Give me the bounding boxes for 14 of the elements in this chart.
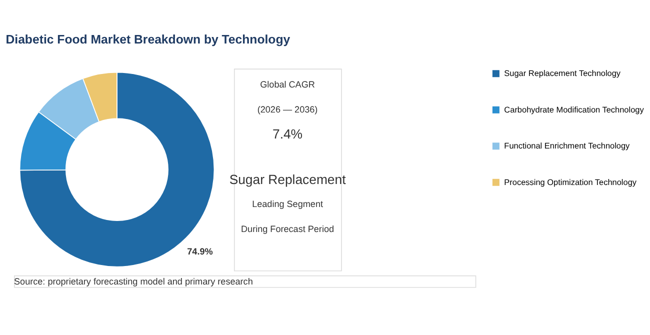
text: Leading Segment <box>252 199 324 210</box>
legend-label: Processing Optimization Technology <box>504 178 638 187</box>
legend-label: Carbohydrate Modification Technology <box>504 105 645 114</box>
legend-label: Sugar Replacement Technology <box>504 69 622 78</box>
chart-title: Diabetic Food Market Breakdown by Technology <box>6 32 290 47</box>
text: During Forecast Period <box>241 224 334 234</box>
text: Sugar Replacement <box>229 172 346 187</box>
text: Global CAGR <box>260 80 316 90</box>
source-note: Source: proprietary forecasting model and primary research <box>14 276 253 286</box>
text: 7.4% <box>272 126 303 142</box>
text: (2026 — 2036) <box>257 104 318 114</box>
legend-label: Functional Enrichment Technology <box>504 142 631 151</box>
donut-slice <box>19 72 215 268</box>
data-label: 74.9% <box>187 246 213 256</box>
